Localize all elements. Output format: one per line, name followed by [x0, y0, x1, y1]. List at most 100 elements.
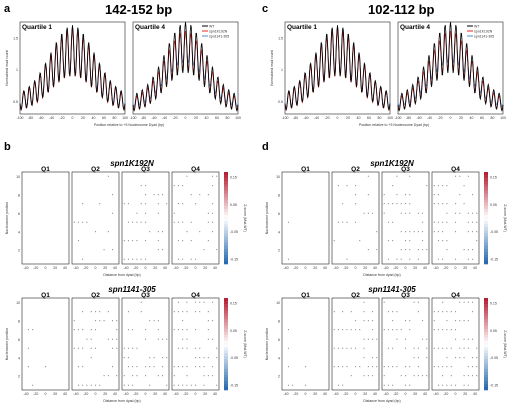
- significance-asterisk: *: [368, 366, 370, 370]
- colorbar-segment: [484, 301, 488, 305]
- x-tick-label: 40: [423, 392, 427, 396]
- significance-asterisk: *: [128, 240, 130, 244]
- significance-asterisk: *: [433, 366, 435, 370]
- x-tick-label: -20: [133, 266, 138, 270]
- significance-asterisk: *: [442, 230, 444, 234]
- significance-asterisk: *: [145, 184, 147, 188]
- significance-asterisk: *: [392, 184, 394, 188]
- x-tick-label: -60: [38, 116, 43, 120]
- significance-asterisk: *: [363, 310, 365, 314]
- significance-asterisk: *: [123, 356, 125, 360]
- significance-asterisk: *: [433, 329, 435, 333]
- colorbar-segment: [224, 377, 228, 382]
- significance-asterisk: *: [468, 366, 470, 370]
- panel-letter-d: d: [262, 141, 269, 153]
- significance-asterisk: *: [108, 375, 110, 379]
- x-tick-label: -40: [314, 116, 319, 120]
- colorbar-segment: [224, 221, 228, 225]
- colorbar-segment: [224, 359, 228, 363]
- significance-asterisk: *: [166, 384, 168, 388]
- heatmap-frame: [21, 297, 70, 391]
- significance-asterisk: *: [405, 375, 407, 379]
- significance-asterisk: *: [195, 356, 197, 360]
- x-tick-label: -20: [33, 266, 38, 270]
- x-tick-label: 40: [323, 266, 327, 270]
- significance-asterisk: *: [342, 384, 344, 388]
- colorbar-segment: [484, 307, 488, 311]
- x-tick-label: -80: [141, 116, 146, 120]
- significance-asterisk: *: [468, 175, 470, 179]
- significance-asterisk: *: [182, 338, 184, 342]
- x-tick-label: -40: [333, 266, 338, 270]
- significance-asterisk: *: [186, 347, 188, 351]
- significance-asterisk: *: [413, 347, 415, 351]
- y-tick-label: 1: [281, 68, 283, 72]
- significance-asterisk: *: [99, 320, 101, 324]
- k192n-profile-line: [19, 29, 126, 111]
- significance-asterisk: *: [186, 230, 188, 234]
- significance-asterisk: *: [468, 258, 470, 262]
- x-tick-label: 0: [95, 392, 97, 396]
- significance-asterisk: *: [212, 375, 214, 379]
- significance-asterisk: *: [355, 194, 357, 198]
- significance-asterisk: *: [91, 338, 93, 342]
- significance-asterisk: *: [342, 329, 344, 333]
- x-tick-label: 20: [463, 392, 467, 396]
- significance-asterisk: *: [388, 240, 390, 244]
- x-tick-label: 0: [145, 266, 147, 270]
- significance-asterisk: *: [82, 329, 84, 333]
- x-tick-label: 0: [355, 266, 357, 270]
- significance-asterisk: *: [438, 258, 440, 262]
- x-tick-label: -20: [83, 392, 88, 396]
- panel-title-a: 142-152 bp: [105, 2, 172, 17]
- significance-asterisk: *: [132, 366, 134, 370]
- significance-asterisk: *: [451, 366, 453, 370]
- colorbar-tick-label: 0.15: [230, 302, 237, 306]
- colorbar-tick-label: 0.05: [490, 203, 497, 207]
- significance-asterisk: *: [132, 221, 134, 225]
- significance-asterisk: *: [186, 338, 188, 342]
- significance-asterisk: *: [372, 366, 374, 370]
- heatmap-q2: Q2** ** *** * * ** * ** ** ** * **-40 -20 0 20 40: [331, 166, 380, 270]
- significance-asterisk: *: [476, 212, 478, 216]
- significance-asterisk: *: [476, 347, 478, 351]
- significance-asterisk: *: [463, 338, 465, 342]
- significance-asterisk: *: [438, 329, 440, 333]
- colorbar-tick-label: 0.05: [490, 329, 497, 333]
- x-tick-label: -20: [83, 266, 88, 270]
- significance-asterisk: *: [363, 320, 365, 324]
- x-tick-label: 0: [195, 266, 197, 270]
- x-tick-label: 40: [92, 116, 96, 120]
- significance-asterisk: *: [195, 366, 197, 370]
- x-tick-label: 0: [95, 266, 97, 270]
- significance-asterisk: *: [396, 258, 398, 262]
- colorbar-segment: [224, 322, 228, 326]
- quartile-label: Q4: [191, 166, 200, 173]
- significance-asterisk: *: [446, 212, 448, 216]
- significance-asterisk: *: [128, 203, 130, 207]
- significance-asterisk: *: [173, 221, 175, 225]
- x-tick-label: -20: [33, 392, 38, 396]
- significance-asterisk: *: [446, 320, 448, 324]
- significance-asterisk: *: [166, 338, 168, 342]
- heatmap-frame: [331, 171, 380, 265]
- x-tick-label: -100: [394, 116, 401, 120]
- significance-asterisk: *: [123, 384, 125, 388]
- x-tick-label: -40: [427, 116, 432, 120]
- x-tick-label: 20: [313, 266, 317, 270]
- y-tick-label: 4: [18, 230, 20, 234]
- significance-asterisk: *: [388, 258, 390, 262]
- significance-asterisk: *: [433, 320, 435, 324]
- significance-asterisk: *: [346, 221, 348, 225]
- significance-asterisk: *: [438, 310, 440, 314]
- significance-asterisk: *: [212, 212, 214, 216]
- significance-asterisk: *: [463, 384, 465, 388]
- panel-letter-b: b: [4, 141, 11, 153]
- significance-asterisk: *: [112, 366, 114, 370]
- significance-asterisk: *: [401, 375, 403, 379]
- significance-asterisk: *: [346, 184, 348, 188]
- significance-asterisk: *: [388, 329, 390, 333]
- significance-asterisk: *: [128, 310, 130, 314]
- significance-asterisk: *: [383, 366, 385, 370]
- significance-asterisk: *: [212, 301, 214, 305]
